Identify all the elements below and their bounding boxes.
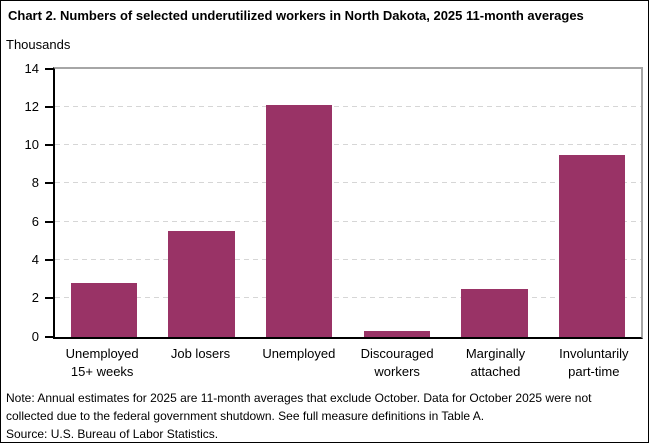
ytick-mark-10: [45, 144, 53, 147]
note-text: Note: Annual estimates for 2025 are 11-m…: [6, 390, 592, 423]
ytick-mark-8: [45, 182, 53, 185]
ytick-mark-2: [45, 297, 53, 300]
bar-unemployed: [265, 104, 333, 337]
footnotes: Note: Annual estimates for 2025 are 11-m…: [6, 389, 642, 442]
bar-slot: [543, 69, 641, 337]
gridline-6: [55, 220, 641, 222]
chart-area: 0 2 4 6 8 10 12 14: [1, 61, 643, 344]
x-axis-label-line: Discouraged: [360, 345, 434, 361]
bar-slot: [55, 69, 153, 337]
ytick-label-2: 2: [31, 290, 39, 306]
ytick-label-4: 4: [31, 251, 39, 267]
x-axis-label-discouraged-workers: Discouraged workers: [348, 345, 446, 381]
ytick-mark-14: [45, 67, 53, 70]
x-axis-label-unemployed: Unemployed: [250, 345, 348, 381]
x-axis-label-line: Unemployed: [65, 345, 139, 361]
bar-slot: [250, 69, 348, 337]
gridline-4: [55, 258, 641, 260]
ytick-mark-0: [45, 335, 53, 338]
ytick-label-6: 6: [31, 213, 39, 229]
x-axis-label-unemployed-15-weeks: Unemployed 15+ weeks: [53, 345, 151, 381]
ytick-label-14: 14: [24, 60, 39, 76]
ytick-mark-6: [45, 220, 53, 223]
ytick-label-12: 12: [24, 98, 39, 114]
bar-marginally-attached: [461, 288, 528, 337]
ytick-label-8: 8: [31, 175, 39, 191]
x-axis-label-line: workers: [374, 363, 420, 379]
plot-area: [53, 66, 643, 339]
ytick-label-10: 10: [24, 137, 39, 153]
bar-unemployed-15-weeks: [70, 282, 138, 337]
chart-title: Chart 2. Numbers of selected underutiliz…: [8, 8, 584, 23]
x-axis-label-line: Job losers: [170, 345, 231, 361]
y-axis-ticks: 0 2 4 6 8 10 12 14: [1, 61, 53, 344]
source-text: Source: U.S. Bureau of Labor Statistics.: [6, 426, 219, 441]
ytick-mark-12: [45, 105, 53, 108]
gridline-12: [55, 105, 641, 107]
x-axis-label-line: 15+ weeks: [70, 363, 134, 379]
ytick-label-0: 0: [31, 328, 39, 344]
bar-slot: [446, 69, 544, 337]
gridline-10: [55, 144, 641, 146]
bar-involuntarily-part-time: [558, 154, 626, 337]
bar-discouraged-workers: [363, 330, 430, 337]
x-axis-label-marginally-attached: Marginally attached: [446, 345, 544, 381]
ytick-mark-4: [45, 258, 53, 261]
x-axis-label-line: Involuntarily: [559, 345, 629, 361]
x-axis-label-line: part-time: [568, 363, 620, 379]
x-axis-labels: Unemployed 15+ weeks Job losers Unemployed D…: [53, 345, 643, 381]
bar-slot: [153, 69, 251, 337]
gridline-2: [55, 297, 641, 299]
x-axis-label-involuntarily-part-time: Involuntarily part-time: [545, 345, 643, 381]
bars-row: [55, 69, 641, 337]
y-axis: 0 2 4 6 8 10 12 14: [1, 61, 53, 344]
bar-slot: [348, 69, 446, 337]
x-axis-label-line: Unemployed: [262, 345, 336, 361]
bar-job-losers: [168, 231, 235, 337]
x-axis-label-job-losers: Job losers: [151, 345, 249, 381]
gridline-8: [55, 182, 641, 184]
y-axis-unit-label: Thousands: [6, 37, 71, 53]
x-axis-label-line: Marginally: [465, 345, 526, 361]
x-axis-label-line: attached: [470, 363, 521, 379]
